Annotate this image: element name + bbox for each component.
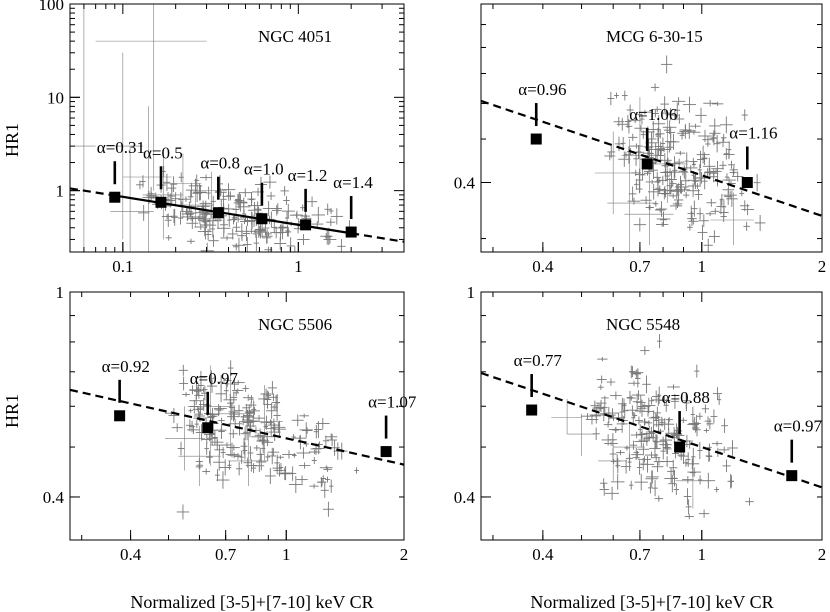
bin-marker [109, 191, 121, 203]
bin-marker [202, 422, 214, 434]
bin-marker [641, 158, 653, 170]
plot-area [481, 55, 822, 252]
bin-marker [256, 213, 268, 225]
bin-marker [674, 441, 686, 453]
alpha-label: α=0.97 [774, 417, 823, 436]
panel-2: 0.4 0.7 1 2 0.4 1 NGC 5506 α=0.92 α=0.97 α=1.07 [43, 283, 417, 564]
y-tick-label: 1 [56, 283, 65, 302]
x-tick-label: 2 [400, 545, 409, 564]
y-tick-label: 1 [467, 283, 476, 302]
fit-line-dashed [481, 371, 822, 489]
y-tick-label: 100 [39, 0, 65, 14]
x-tick-label: 0.7 [629, 545, 651, 564]
panel-3: 0.4 0.7 1 2 0.4 1 NGC 5548 α=0.77 α=0.88 α=0.97 [454, 283, 827, 564]
x-tick-label: 0.7 [629, 257, 651, 276]
x-tick-label: 1 [698, 257, 707, 276]
plot-frame [69, 3, 405, 253]
plot-area [70, 360, 404, 520]
alpha-label: α=1.16 [729, 124, 777, 143]
alpha-label: α=0.31 [97, 138, 145, 157]
plot-frame [69, 291, 405, 541]
x-tick-label: 1 [294, 257, 303, 276]
panel-title: NGC 4051 [258, 27, 332, 46]
fit-line-dashed [70, 388, 404, 466]
panel-title: NGC 5506 [258, 315, 332, 334]
xlabel-right: Normalized [3-5]+[7-10] keV CR [530, 592, 773, 612]
bin-marker [155, 196, 167, 208]
alpha-label: α=0.97 [190, 369, 239, 388]
y-tick-label: 10 [47, 88, 64, 107]
alpha-label: α=1.4 [333, 173, 373, 192]
x-tick-label: 2 [818, 257, 827, 276]
xlabel-left: Normalized [3-5]+[7-10] keV CR [130, 592, 373, 612]
alpha-label: α=0.77 [514, 351, 563, 370]
bin-marker [300, 219, 312, 231]
fit-line-dashed [350, 232, 404, 243]
x-tick-label: 0.7 [215, 545, 237, 564]
fit-line-dashed [70, 187, 115, 197]
plot-frame [480, 3, 823, 253]
y-tick-label: 0.4 [43, 488, 65, 507]
alpha-label: α=0.5 [143, 143, 183, 162]
fit-line-dashed [481, 99, 822, 217]
ylabel-bottom: HR1 [2, 394, 22, 428]
panel-title: NGC 5548 [606, 315, 680, 334]
plot-area [481, 334, 822, 520]
alpha-label: α=0.88 [662, 388, 710, 407]
alpha-label: α=1.06 [629, 105, 677, 124]
y-tick-label: 1 [56, 182, 65, 201]
alpha-label: α=0.8 [200, 154, 240, 173]
alpha-label: α=1.2 [288, 166, 328, 185]
x-tick-label: 0.4 [532, 257, 554, 276]
bin-marker [526, 404, 538, 416]
bin-marker [741, 177, 753, 189]
bin-marker [380, 446, 392, 458]
plot-area [70, 4, 404, 252]
x-tick-label: 2 [818, 545, 827, 564]
alpha-label: α=0.92 [102, 357, 150, 376]
alpha-label: α=1.07 [368, 393, 417, 412]
fit-line-solid [114, 194, 352, 235]
x-tick-label: 0.1 [112, 257, 133, 276]
alpha-label: α=0.96 [518, 80, 566, 99]
panel-1: 0.4 0.7 1 2 0.4 MCG 6-30-15 α=0.96 α=1.06 α=1.16 [454, 3, 827, 276]
ylabel-top: HR1 [2, 123, 22, 157]
x-tick-label: 0.4 [120, 545, 142, 564]
panel-title: MCG 6-30-15 [606, 27, 703, 46]
bin-marker [530, 133, 542, 145]
y-tick-label: 0.4 [454, 174, 476, 193]
x-tick-label: 1 [698, 545, 707, 564]
x-tick-label: 1 [282, 545, 291, 564]
bin-marker [786, 470, 798, 482]
y-tick-label: 0.4 [454, 488, 476, 507]
plot-frame [480, 291, 823, 541]
bin-marker [212, 207, 224, 219]
bin-marker [114, 410, 126, 422]
bin-marker [345, 226, 357, 238]
x-tick-label: 0.4 [532, 545, 554, 564]
alpha-label: α=1.0 [244, 160, 284, 179]
